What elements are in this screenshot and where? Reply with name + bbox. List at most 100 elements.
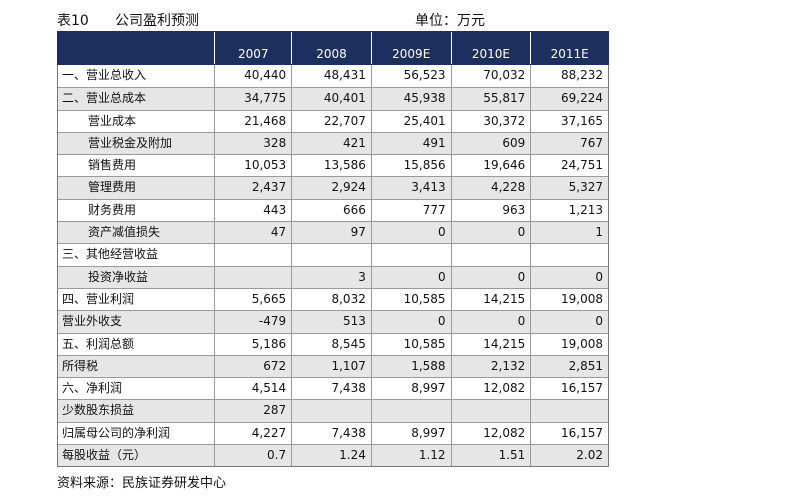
value-cell: 3,413 — [370, 177, 451, 199]
value-cell — [370, 400, 451, 422]
table-row: 销售费用 10,053 13,586 15,856 19,646 24,751 — [58, 154, 608, 177]
row-label: 二、营业总成本 — [62, 91, 147, 106]
value-cell: 287 — [214, 400, 291, 422]
value-cell — [370, 244, 451, 266]
value-cell: -479 — [214, 311, 291, 333]
table-row: 营业成本 21,468 22,707 25,401 30,372 37,165 — [58, 109, 608, 132]
value-cell: 421 — [291, 132, 371, 155]
header-cell-2007: 2007 — [214, 32, 291, 64]
value-cell: 25,401 — [370, 110, 451, 132]
value-cell — [450, 244, 531, 266]
header-cell-2008: 2008 — [291, 32, 371, 64]
value-cell: 0 — [450, 266, 531, 288]
row-label: 投资净收益 — [88, 269, 149, 284]
value-cell: 5,186 — [214, 333, 291, 355]
table-row: 少数股东损益 287 — [58, 399, 608, 422]
value-cell: 1.12 — [370, 445, 451, 467]
header-cell-2009e: 2009E — [370, 32, 451, 64]
value-cell: 443 — [214, 199, 291, 222]
row-label: 所得税 — [62, 358, 99, 373]
value-cell: 8,032 — [291, 288, 371, 311]
value-cell — [530, 400, 608, 422]
value-cell: 2,437 — [214, 177, 291, 199]
value-cell: 47 — [214, 222, 291, 244]
value-cell: 5,665 — [214, 288, 291, 311]
value-cell: 7,438 — [291, 378, 371, 400]
value-cell: 777 — [370, 199, 451, 222]
value-cell: 0 — [370, 222, 451, 244]
value-cell: 5,327 — [530, 177, 608, 199]
value-cell: 0 — [370, 266, 451, 288]
value-cell: 48,431 — [291, 65, 371, 88]
value-cell — [214, 266, 291, 288]
value-cell: 55,817 — [450, 88, 531, 110]
header-cell-2010e: 2010E — [450, 32, 531, 64]
table-row: 投资净收益 3 0 0 0 — [58, 265, 608, 288]
table-row: 管理费用 2,437 2,924 3,413 4,228 5,327 — [58, 176, 608, 199]
row-label: 每股收益（元） — [62, 448, 147, 463]
table-number: 表10 — [57, 13, 89, 29]
value-cell: 0 — [450, 222, 531, 244]
value-cell: 4,228 — [450, 177, 531, 199]
table-row: 三、其他经营收益 — [58, 243, 608, 266]
value-cell: 1,213 — [530, 199, 608, 222]
value-cell: 40,401 — [291, 88, 371, 110]
value-cell: 19,008 — [530, 333, 608, 355]
value-cell: 1,107 — [291, 355, 371, 378]
value-cell: 10,585 — [370, 333, 451, 355]
value-cell: 30,372 — [450, 110, 531, 132]
table-row: 每股收益（元） 0.7 1.24 1.12 1.51 2.02 — [58, 444, 608, 467]
value-cell: 963 — [450, 199, 531, 222]
table-row: 所得税 672 1,107 1,588 2,132 2,851 — [58, 354, 608, 378]
value-cell: 0 — [530, 266, 608, 288]
table-row: 二、营业总成本 34,775 40,401 45,938 55,817 69,224 — [58, 87, 608, 110]
value-cell: 1.51 — [450, 445, 531, 467]
value-cell: 10,053 — [214, 155, 291, 177]
value-cell: 14,215 — [450, 288, 531, 311]
value-cell — [291, 244, 371, 266]
value-cell: 8,545 — [291, 333, 371, 355]
table-title: 表10 公司盈利预测 单位：万元 — [57, 10, 607, 30]
value-cell: 4,227 — [214, 422, 291, 445]
value-cell: 15,856 — [370, 155, 451, 177]
value-cell: 7,438 — [291, 422, 371, 445]
value-cell: 672 — [214, 355, 291, 378]
value-cell: 70,032 — [450, 65, 531, 88]
row-label: 三、其他经营收益 — [62, 247, 159, 262]
source-note: 资料来源：民族证券研发中心 — [57, 476, 227, 491]
value-cell: 8,997 — [370, 378, 451, 400]
value-cell: 34,775 — [214, 88, 291, 110]
value-cell: 12,082 — [450, 378, 531, 400]
row-label: 四、营业利润 — [62, 291, 135, 306]
value-cell: 37,165 — [530, 110, 608, 132]
row-label: 六、净利润 — [62, 381, 123, 396]
row-label: 营业成本 — [88, 113, 137, 128]
value-cell: 19,008 — [530, 288, 608, 311]
row-label: 归属母公司的净利润 — [62, 425, 171, 440]
value-cell — [291, 400, 371, 422]
value-cell: 12,082 — [450, 422, 531, 445]
value-cell: 40,440 — [214, 65, 291, 88]
value-cell: 97 — [291, 222, 371, 244]
value-cell: 14,215 — [450, 333, 531, 355]
value-cell: 45,938 — [370, 88, 451, 110]
value-cell: 2.02 — [530, 445, 608, 467]
row-label: 销售费用 — [88, 158, 137, 173]
row-label: 管理费用 — [88, 180, 137, 195]
row-label: 一、营业总收入 — [62, 68, 147, 82]
value-cell: 2,851 — [530, 355, 608, 378]
table-row: 一、营业总收入 40,440 48,431 56,523 70,032 88,232 — [58, 65, 608, 88]
value-cell: 24,751 — [530, 155, 608, 177]
value-cell: 513 — [291, 311, 371, 333]
value-cell: 0.7 — [214, 445, 291, 467]
table-row: 营业税金及附加 328 421 491 609 767 — [58, 131, 608, 155]
value-cell: 16,157 — [530, 422, 608, 445]
row-label: 营业外收支 — [62, 314, 123, 329]
value-cell: 4,514 — [214, 378, 291, 400]
unit-label: 单位：万元 — [415, 13, 485, 29]
row-label: 五、利润总额 — [62, 336, 135, 351]
value-cell — [530, 244, 608, 266]
value-cell: 3 — [291, 266, 371, 288]
table-row: 归属母公司的净利润 4,227 7,438 8,997 12,082 16,157 — [58, 421, 608, 445]
value-cell: 666 — [291, 199, 371, 222]
